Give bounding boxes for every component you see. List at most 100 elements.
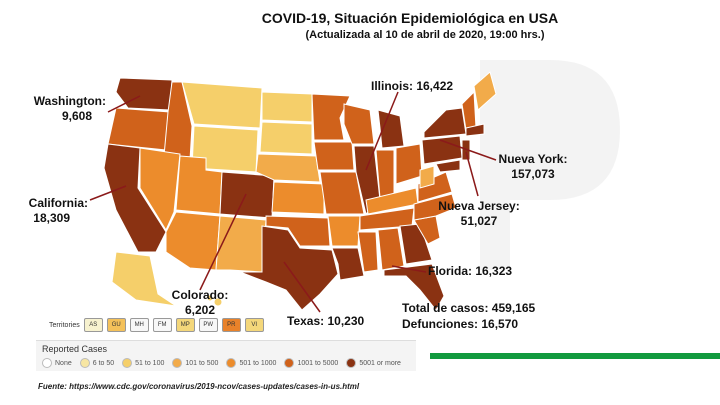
legend-swatch	[172, 358, 183, 368]
legend-swatch	[226, 358, 237, 368]
territory-chip-vi[interactable]: VI	[244, 318, 264, 332]
callout-nueva-york-value: 157,073	[511, 167, 555, 181]
green-accent-bar	[430, 353, 720, 359]
legend-title: Reported Cases	[42, 344, 108, 354]
legend-item: None	[42, 358, 72, 368]
state-nevada	[139, 147, 181, 232]
totals-block: Total de casos: 459,165 Defunciones: 16,…	[402, 300, 535, 332]
callout-nueva-jersey-value: 51,027	[460, 214, 498, 228]
state-new-mexico	[215, 215, 267, 273]
callout-california-name: California:	[28, 196, 88, 210]
state-hawaii-2	[213, 297, 223, 307]
legend-item: 501 to 1000	[226, 358, 276, 368]
leader-nueva-jersey	[465, 151, 479, 197]
territory-chip-mh[interactable]: MH	[129, 318, 149, 332]
state-wisconsin	[343, 103, 375, 145]
territory-chip-as[interactable]: AS	[83, 318, 103, 332]
state-colorado	[219, 171, 275, 219]
callout-nueva-york: Nueva York: 157,073	[488, 152, 578, 182]
callout-washington-value: 9,608	[61, 109, 92, 123]
state-iowa	[313, 141, 355, 171]
legend-label: 101 to 500	[185, 359, 219, 367]
state-kansas	[271, 181, 325, 215]
leader-illinois	[365, 91, 399, 171]
territories-row: Territories AS GU MH FM MP PW PR VI	[49, 318, 264, 332]
state-georgia	[399, 223, 433, 265]
legend-item: 1001 to 5000	[284, 358, 338, 368]
leader-nueva-york	[439, 139, 497, 161]
callout-washington-name: Washington:	[33, 94, 106, 108]
reported-cases-legend: Reported Cases None 6 to 50 51 to 100 10…	[36, 340, 416, 371]
legend-swatch	[346, 358, 357, 368]
legend-label: 501 to 1000	[239, 359, 277, 367]
legend-swatch	[122, 358, 133, 368]
legend-swatch	[42, 358, 52, 368]
territories-label: Territories	[49, 321, 80, 329]
state-virginia	[417, 171, 453, 203]
legend-item: 6 to 50	[79, 358, 115, 368]
callout-california: California: 18,309	[20, 196, 88, 226]
callout-florida: Florida: 16,323	[428, 264, 513, 278]
state-arkansas	[327, 215, 361, 247]
legend-label: 5001 or more	[359, 359, 401, 367]
state-massachusetts	[465, 123, 485, 137]
territory-chip-pw[interactable]: PW	[198, 318, 218, 332]
callout-nueva-jersey-name: Nueva Jersey:	[438, 199, 520, 213]
legend-label: 51 to 100	[135, 359, 165, 367]
page-subtitle: (Actualizada al 10 de abril de 2020, 19:…	[305, 29, 545, 41]
state-maine	[473, 71, 497, 111]
leader-washington	[107, 95, 141, 113]
state-louisiana	[331, 247, 365, 281]
territory-chip-gu[interactable]: GU	[106, 318, 126, 332]
total-deaths: Defunciones: 16,570	[402, 317, 519, 331]
state-oregon	[107, 107, 171, 151]
state-missouri	[319, 171, 365, 215]
state-ohio	[395, 143, 423, 185]
callout-illinois: Illinois: 16,422	[371, 79, 454, 93]
state-michigan	[377, 109, 405, 149]
state-nebraska	[255, 153, 321, 183]
legend-item: 5001 or more	[346, 358, 401, 368]
legend-swatch	[79, 358, 90, 368]
total-cases: Total de casos: 459,165	[402, 301, 536, 315]
state-montana	[181, 81, 263, 129]
leader-florida	[391, 265, 427, 273]
legend-label: 1001 to 5000	[297, 359, 339, 367]
territory-chip-mp[interactable]: MP	[175, 318, 195, 332]
state-hawaii-1	[206, 294, 214, 302]
state-washington	[115, 77, 173, 111]
state-south-dakota	[259, 121, 313, 155]
callout-colorado-value: 6,202	[184, 303, 216, 317]
territory-chip-fm[interactable]: FM	[152, 318, 172, 332]
page-title: COVID-19, Situación Epidemiológica en US…	[261, 10, 559, 26]
legend-label: 6 to 50	[92, 359, 115, 367]
state-north-carolina	[413, 193, 457, 221]
callout-texas: Texas: 10,230	[287, 314, 365, 328]
state-mississippi	[357, 231, 379, 273]
legend-item: 101 to 500	[172, 358, 218, 368]
state-minnesota	[311, 93, 351, 141]
state-alabama	[377, 227, 405, 271]
state-north-dakota	[261, 91, 313, 123]
callout-colorado-name: Colorado:	[171, 288, 229, 302]
callout-colorado: Colorado: 6,202	[168, 288, 232, 318]
state-new-york	[423, 107, 467, 139]
callout-washington: Washington: 9,608	[30, 94, 106, 124]
territory-chip-pr[interactable]: PR	[221, 318, 241, 332]
callout-california-value: 18,309	[33, 211, 70, 225]
legend-items: None 6 to 50 51 to 100 101 to 500 501 to…	[42, 358, 401, 368]
state-maryland	[435, 159, 461, 173]
callout-nueva-york-name: Nueva York:	[498, 152, 568, 166]
state-florida	[383, 263, 445, 311]
state-alaska	[111, 251, 177, 307]
legend-item: 51 to 100	[122, 358, 164, 368]
callout-nueva-jersey: Nueva Jersey: 51,027	[434, 199, 524, 229]
leader-texas	[283, 261, 321, 313]
background-logo-watermark	[480, 60, 620, 270]
legend-label: None	[55, 359, 72, 367]
legend-swatch	[284, 358, 295, 368]
leader-colorado	[199, 193, 247, 291]
state-west-virginia	[419, 165, 435, 189]
leader-california	[89, 185, 127, 201]
